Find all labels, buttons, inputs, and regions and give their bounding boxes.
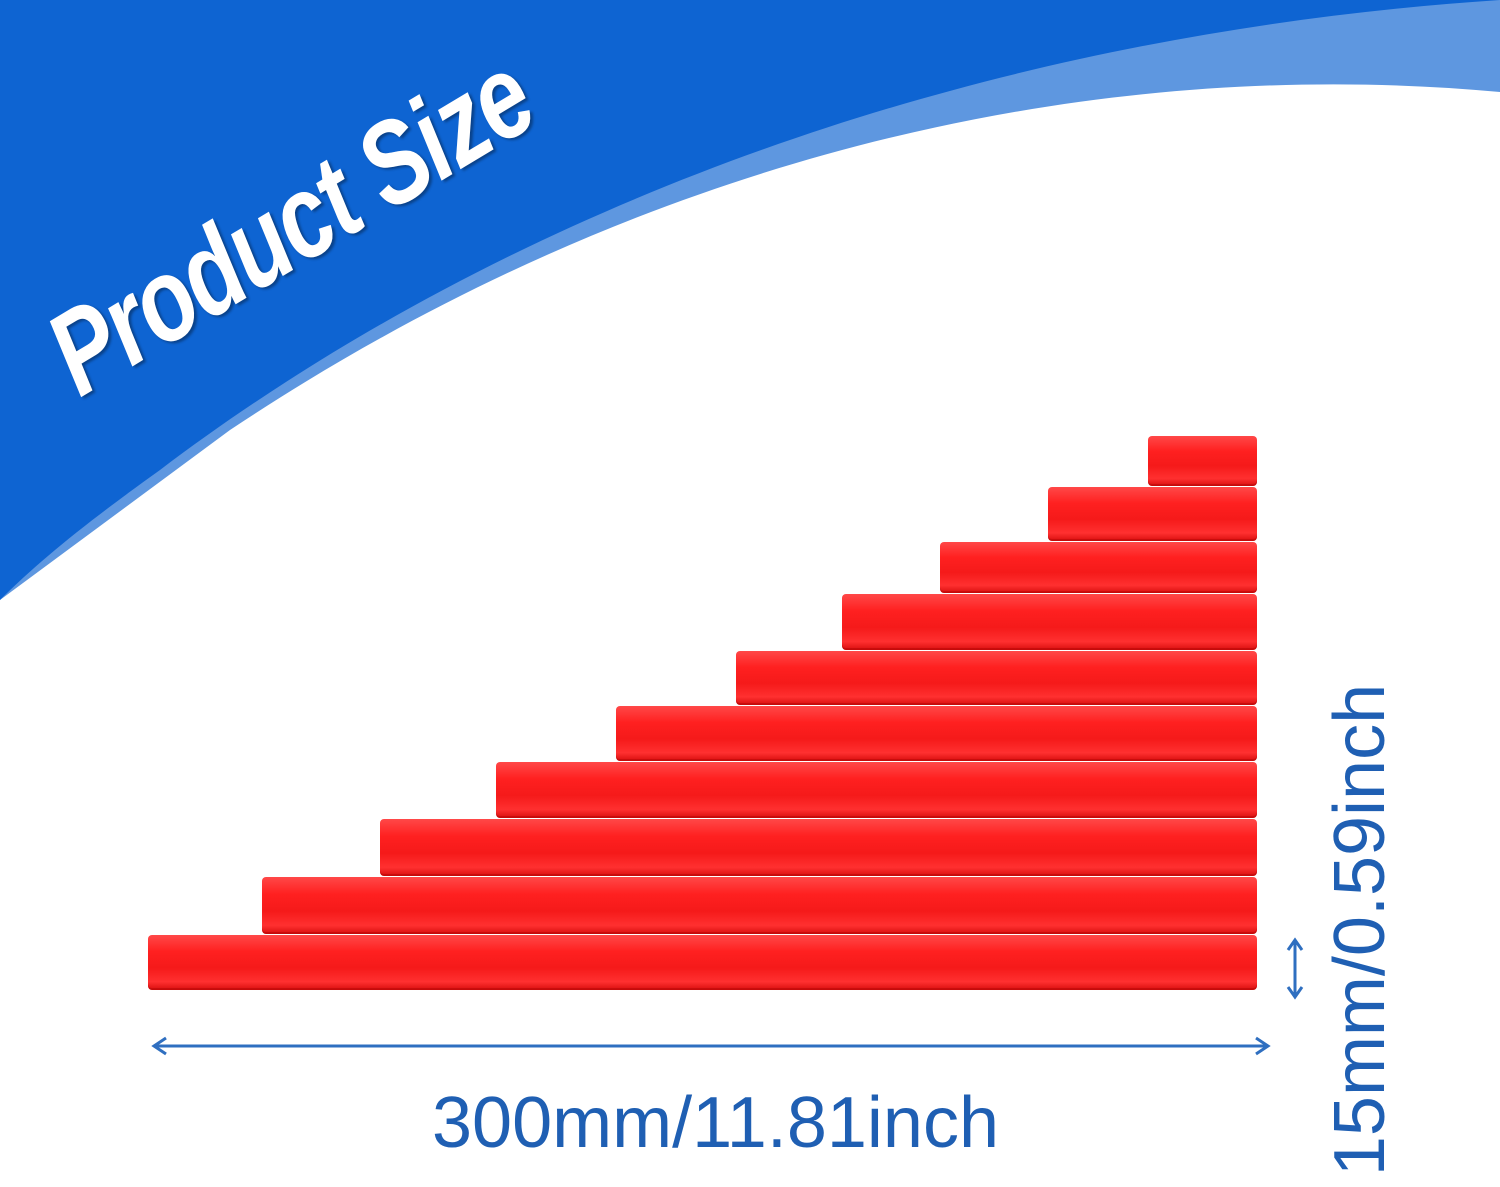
rod [496,762,1257,818]
rod [736,651,1257,705]
width-arrow [1286,937,1304,1000]
length-arrow [151,1036,1271,1056]
width-label: 15mm/0.59inch [1320,683,1400,1177]
length-label: 300mm/11.81inch [432,1083,999,1163]
rod [380,819,1257,876]
rod [842,594,1257,650]
rod [262,877,1257,934]
rod [616,706,1257,761]
rod [1148,436,1257,486]
banner-dark-band [0,0,1500,600]
rod [940,542,1257,593]
rod [148,935,1257,990]
rod [1048,487,1257,541]
